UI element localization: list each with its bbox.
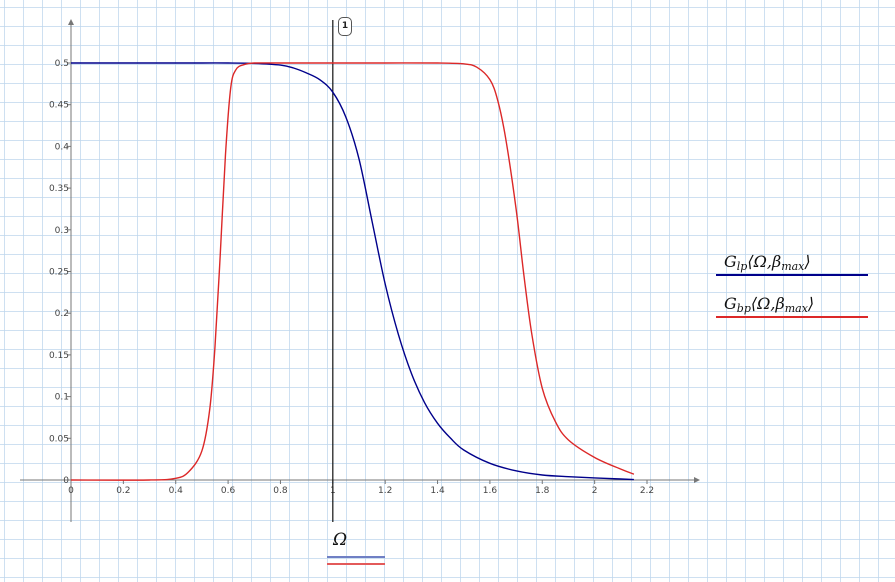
legend-subscript: lp — [736, 260, 748, 273]
legend-label-bandpass: Gbp⟨Ω,βmax⟩ — [716, 292, 868, 316]
legend-args-subscript: max — [781, 260, 805, 273]
legend-symbol: G — [724, 252, 737, 271]
x-tick-label: 0.4 — [169, 486, 184, 496]
y-tick-label: 0.45 — [49, 101, 69, 111]
series-line-bandpass[interactable] — [70, 62, 635, 481]
legend-label-lowpass: Glp⟨Ω,βmax⟩ — [716, 250, 868, 274]
marker-badge[interactable]: 1 — [338, 17, 352, 36]
y-tick-label: 0.2 — [55, 309, 69, 319]
y-tick-label: 0 — [63, 476, 69, 486]
y-tick-label: 0.35 — [49, 184, 69, 194]
x-variable-underline-blue — [327, 556, 385, 558]
legend-args-subscript: max — [784, 302, 808, 315]
series-layer — [70, 62, 635, 481]
x-tick-label: 1.4 — [430, 486, 445, 496]
legend-args-close: ⟩ — [804, 252, 811, 271]
x-tick-label: 1.2 — [378, 486, 392, 496]
axes: 0 0.2 0.4 0.6 0.8 1 1.2 1.4 1.6 1.8 2 2.2 0 0.05 0.1 0.… — [20, 19, 700, 522]
legend-subscript: bp — [736, 302, 751, 315]
x-axis-variable-label[interactable]: Ω — [333, 530, 348, 550]
legend-entry-lowpass[interactable]: Glp⟨Ω,βmax⟩ — [716, 250, 868, 276]
legend-line-bandpass — [716, 316, 868, 318]
x-tick-label: 2.2 — [640, 486, 654, 496]
x-tick-label: 1.6 — [483, 486, 498, 496]
x-axis-arrow — [694, 477, 700, 483]
x-tick-label: 2 — [592, 486, 598, 496]
legend-args: ⟨Ω,β — [747, 252, 782, 271]
y-tick-label: 0.4 — [55, 142, 70, 152]
y-tick-label: 0.3 — [55, 226, 69, 236]
y-tick-label: 0.25 — [49, 268, 69, 278]
x-tick-label: 0.6 — [221, 486, 236, 496]
y-tick-label: 0.1 — [55, 393, 69, 403]
x-tick-label: 0 — [68, 486, 74, 496]
y-axis-arrow — [68, 19, 74, 25]
y-tick-label: 0.15 — [49, 351, 69, 361]
legend-args: ⟨Ω,β — [750, 294, 785, 313]
x-tick-label: 1.8 — [535, 486, 550, 496]
legend-line-lowpass — [716, 274, 868, 276]
legend-entry-bandpass[interactable]: Gbp⟨Ω,βmax⟩ — [716, 292, 868, 318]
legend: Glp⟨Ω,βmax⟩ Gbp⟨Ω,βmax⟩ — [716, 250, 868, 318]
y-tick-label: 0.05 — [49, 434, 69, 444]
legend-symbol: G — [724, 294, 737, 313]
x-tick-label: 0.2 — [116, 486, 130, 496]
x-tick-label: 0.8 — [273, 486, 288, 496]
x-variable-underline-red — [327, 563, 385, 565]
series-line-lowpass[interactable] — [71, 62, 634, 481]
y-tick-label: 0.5 — [55, 59, 69, 69]
legend-args-close: ⟩ — [807, 294, 815, 313]
